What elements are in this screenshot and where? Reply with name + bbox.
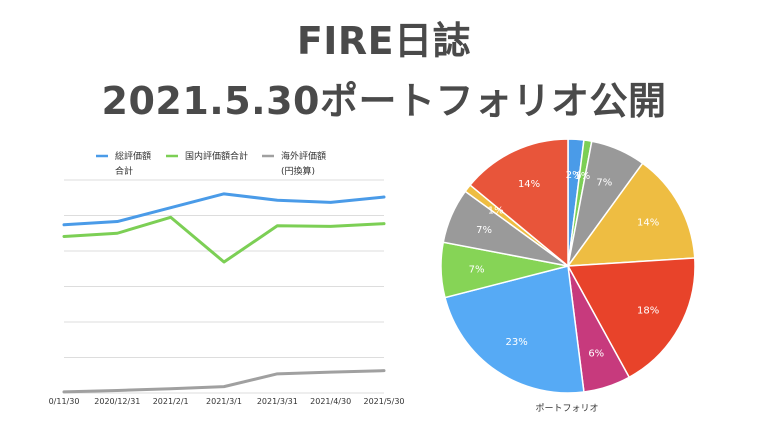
pie-slice-label: 7%	[476, 225, 492, 236]
page-subtitle: 2021.5.30ポートフォリオ公開	[101, 79, 667, 123]
pie-slice-label: 14%	[637, 217, 659, 228]
pie-slice	[566, 162, 696, 267]
legend-label: 国内評価額合計	[185, 150, 248, 162]
legend-label: 合計	[115, 165, 133, 177]
chart-series	[62, 192, 386, 394]
x-axis-ticks: 0/11/30 2020/12/31 2021/2/1 2021/3/1 2021/3/…	[49, 397, 405, 406]
legend-label: 総評価額	[115, 150, 151, 162]
pie-slice-label: 6%	[588, 348, 604, 359]
legend-label: (円換算)	[281, 165, 315, 177]
x-tick-label: 2021/5/30	[363, 397, 404, 406]
x-tick-label: 2021/3/1	[206, 397, 242, 406]
pie-slice-label: 1%	[574, 171, 590, 182]
pie-slices	[440, 138, 696, 394]
x-tick-label: 2021/4/30	[310, 397, 351, 406]
pie-slice	[444, 265, 585, 394]
pie-slice-label: 1%	[488, 205, 504, 216]
pie-slice-label: 7%	[469, 264, 485, 275]
x-tick-label: 2020/12/31	[94, 397, 140, 406]
pie-labels: 2%1%7%14%18%6%23%7%7%1%14%	[469, 170, 660, 359]
page-title: FIRE日誌	[296, 19, 472, 63]
pie-slice-label: 2%	[566, 170, 582, 181]
x-tick-label: 0/11/30	[49, 397, 80, 406]
pie-slice	[566, 257, 696, 379]
chart-grid	[64, 179, 384, 394]
pie-slice-label: 7%	[596, 178, 612, 189]
pie-slice-label: 23%	[505, 337, 527, 348]
x-tick-label: 2021/3/31	[257, 397, 298, 406]
x-tick-label: 2021/2/1	[153, 397, 189, 406]
pie-slice-label: 18%	[637, 306, 659, 317]
pie-slice-label: 14%	[518, 179, 540, 190]
pie-title: ポートフォリオ	[535, 403, 598, 414]
pie-slice	[469, 138, 569, 268]
legend-label: 海外評価額	[281, 150, 326, 162]
